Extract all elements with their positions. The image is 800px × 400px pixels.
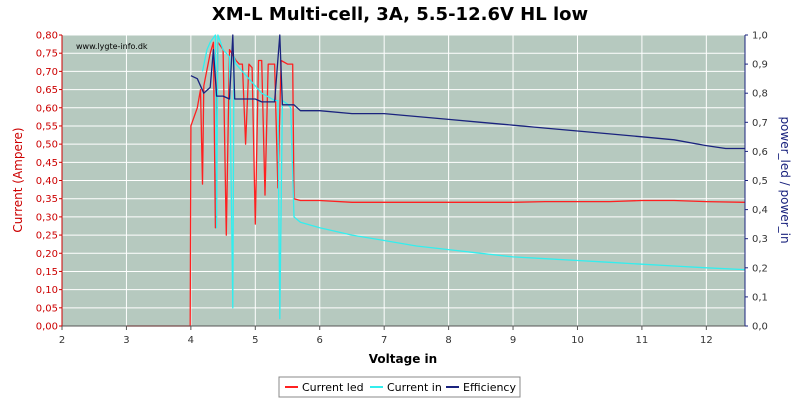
y-left-tick-label: 0,65 (36, 85, 58, 96)
y-left-tick-label: 0,30 (36, 212, 58, 223)
legend: Current led Current in Efficiency (278, 376, 521, 398)
x-tick-label: 9 (510, 335, 516, 346)
x-tick-label: 11 (636, 335, 649, 346)
y-left-tick-label: 0,70 (36, 67, 58, 78)
x-tick-label: 7 (381, 335, 387, 346)
y-right-tick-label: 0,1 (752, 292, 768, 303)
series-current-in (201, 34, 746, 320)
y-left-tick-label: 0,80 (36, 31, 58, 42)
x-tick-label: 5 (252, 335, 258, 346)
y-left-tick-label: 0,60 (36, 103, 58, 114)
y-left-tick-label: 0,15 (36, 267, 58, 278)
y-right-tick-label: 0,4 (752, 205, 768, 216)
y-left-tick-label: 0,50 (36, 140, 58, 151)
y-left-tick-label: 0,75 (36, 49, 58, 60)
y-right-tick-label: 0,2 (752, 263, 768, 274)
y-right-tick-label: 0,5 (752, 176, 768, 187)
grid (61, 34, 745, 327)
y-left-tick-label: 0,40 (36, 176, 58, 187)
x-tick-label: 4 (188, 335, 194, 346)
series-efficiency (190, 34, 745, 150)
y-left-axis-label: Current (Ampere) (11, 127, 25, 232)
y-left-tick-label: 0,35 (36, 194, 58, 205)
y-right-tick-label: 1,0 (752, 31, 768, 42)
y-left-tick-label: 0,25 (36, 231, 58, 242)
y-right-tick-label: 0,8 (752, 89, 768, 100)
x-tick-label: 10 (571, 335, 584, 346)
watermark: www.lygte-info.dk (76, 42, 148, 51)
x-tick-label: 12 (700, 335, 713, 346)
axes: 2 3 4 5 6 7 8 9 10 11 12 0,00 0,05 0,10 0,15 0,20 0,25 0,… (36, 31, 768, 347)
x-tick-label: 3 (123, 335, 129, 346)
y-right-axis-label: power_led / power_in (778, 116, 792, 243)
legend-label-efficiency: Efficiency (463, 381, 516, 394)
y-left-tick-label: 0,05 (36, 303, 58, 314)
y-left-tick-label: 0,55 (36, 121, 58, 132)
legend-label-current-led: Current led (302, 381, 364, 394)
y-left-tick-label: 0,00 (36, 322, 58, 333)
y-right-tick-label: 0,0 (752, 322, 768, 333)
x-tick-label: 2 (59, 335, 65, 346)
y-left-tick-label: 0,20 (36, 249, 58, 260)
y-right-tick-label: 0,6 (752, 147, 768, 158)
legend-label-current-in: Current in (387, 381, 442, 394)
chart-title: XM-L Multi-cell, 3A, 5.5-12.6V HL low (212, 4, 588, 25)
y-right-tick-label: 0,7 (752, 118, 768, 129)
series-layer (126, 34, 746, 327)
y-left-tick-label: 0,45 (36, 158, 58, 169)
y-left-tick-label: 0,10 (36, 285, 58, 296)
y-right-tick-label: 0,3 (752, 234, 768, 245)
x-tick-label: 8 (445, 335, 451, 346)
series-current-led (126, 41, 746, 327)
x-tick-label: 6 (317, 335, 323, 346)
x-axis-label: Voltage in (369, 352, 437, 366)
legend-box (278, 376, 521, 398)
y-right-tick-label: 0,9 (752, 60, 768, 71)
